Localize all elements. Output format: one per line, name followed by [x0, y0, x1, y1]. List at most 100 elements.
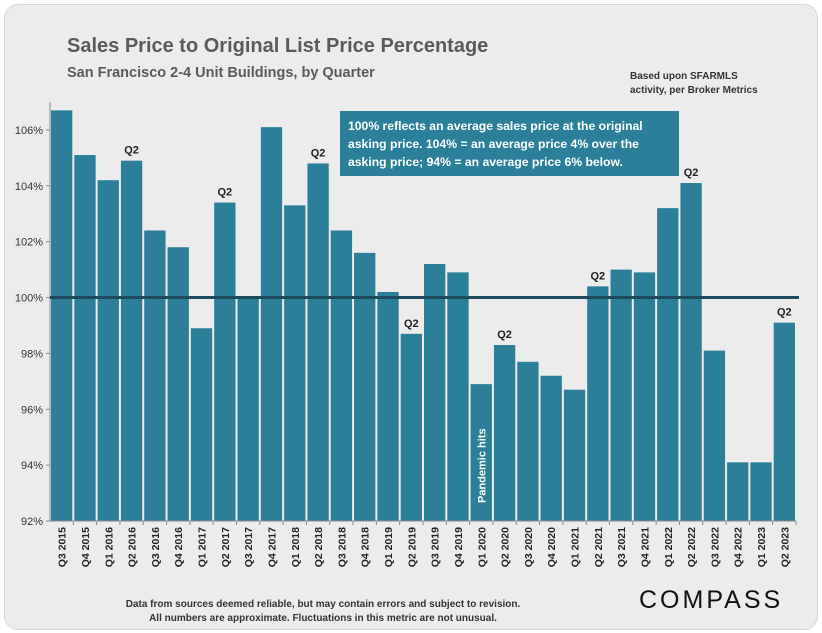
bar-q4-2022 [727, 462, 749, 521]
bar-q1-2020 [470, 384, 492, 521]
x-tick-label: Q3 2022 [709, 527, 721, 567]
bars [51, 110, 795, 522]
bar-q2-2022 [680, 183, 702, 522]
bar-q3-2019 [424, 264, 446, 521]
bar-q4-2015 [74, 155, 96, 521]
x-tick-label: Q3 2018 [336, 527, 348, 567]
bar-q2-2018 [307, 163, 329, 521]
x-tick-label: Q2 2017 [220, 527, 232, 567]
chart-subtitle: San Francisco 2-4 Unit Buildings, by Qua… [67, 65, 375, 81]
x-tick-label: Q4 2016 [173, 527, 185, 567]
x-tick-label: Q3 2017 [243, 527, 255, 567]
bar-q3-2016 [144, 230, 166, 521]
q2-label: Q2 [311, 147, 326, 159]
bar-q4-2020 [540, 375, 562, 521]
x-tick-label: Q1 2018 [290, 527, 302, 567]
x-tick-label: Q2 2019 [406, 527, 418, 567]
x-tick-label: Q1 2017 [197, 527, 209, 567]
bar-q3-2022 [703, 350, 726, 521]
plot-area: 92% 94% 96% 98% 100% 102% 104% 106% Q3 2015 Q4 2… [15, 102, 799, 567]
bar-q1-2016 [97, 180, 119, 522]
bar-q4-2016 [167, 247, 189, 521]
callout-box: 100% reflects an average sales price at … [340, 111, 679, 176]
x-tick-label: Q2 2020 [500, 527, 512, 567]
x-axis-ticks: Q3 2015 Q4 2015 Q1 2016 Q2 2016 Q3 2016 Q4 20… [57, 521, 797, 567]
bar-q2-2023 [773, 322, 795, 521]
y-tick-label: 106% [15, 125, 43, 137]
q2-label: Q2 [497, 329, 512, 341]
bar-q4-2019 [447, 272, 469, 521]
bar-q1-2017 [190, 328, 213, 521]
q2-label: Q2 [404, 318, 419, 330]
source-note-line-1: Based upon SFARMLS [630, 71, 738, 82]
bar-q3-2017 [237, 297, 259, 521]
callout-line-3: asking price; 94% = an average price 6% … [348, 155, 623, 169]
bar-q3-2018 [330, 230, 353, 521]
q2-label: Q2 [684, 167, 699, 179]
bar-q1-2018 [284, 205, 306, 521]
x-tick-label: Q4 2020 [546, 527, 558, 567]
x-tick-label: Q4 2017 [266, 527, 278, 567]
x-tick-label: Q2 2016 [127, 527, 139, 567]
bar-q2-2020 [493, 345, 516, 521]
x-tick-label: Q4 2021 [639, 527, 651, 567]
x-tick-label: Q2 2022 [686, 527, 698, 567]
x-tick-label: Q1 2022 [663, 527, 675, 567]
x-tick-label: Q4 2018 [360, 527, 372, 567]
bar-q4-2018 [354, 252, 376, 521]
y-tick-label: 100% [15, 293, 43, 305]
bar-q4-2017 [260, 127, 283, 521]
chart-title: Sales Price to Original List Price Perce… [67, 35, 488, 57]
y-tick-label: 92% [21, 516, 43, 528]
y-axis-ticks: 92% 94% 96% 98% 100% 102% 104% 106% [15, 125, 50, 528]
footer-disclaimer-line-1: Data from sources deemed reliable, but m… [126, 599, 521, 610]
x-tick-label: Q2 2023 [779, 527, 791, 567]
x-tick-label: Q4 2022 [733, 527, 745, 567]
compass-logo: COMPASS [639, 586, 783, 614]
callout-line-2: asking price. 104% = an average price 4%… [348, 137, 639, 151]
callout-background [340, 111, 679, 176]
x-tick-label: Q3 2015 [57, 527, 69, 567]
x-tick-label: Q1 2021 [570, 527, 582, 567]
x-tick-label: Q3 2021 [616, 527, 628, 567]
bar-q1-2021 [563, 389, 586, 521]
chart-frame: Sales Price to Original List Price Perce… [4, 4, 818, 630]
chart: Sales Price to Original List Price Perce… [15, 35, 799, 624]
y-tick-label: 104% [15, 181, 43, 193]
bar-q3-2021 [610, 269, 632, 521]
q2-label: Q2 [777, 307, 792, 319]
x-tick-label: Q1 2020 [476, 527, 488, 567]
bar-q1-2019 [377, 291, 399, 521]
x-tick-label: Q3 2016 [150, 527, 162, 567]
bar-q3-2020 [517, 361, 539, 521]
x-tick-label: Q1 2023 [756, 527, 768, 567]
q2-labels: Q2 Q2 Q2 Q2 Q2 Q2 Q2 Q2 [124, 145, 791, 341]
x-tick-label: Q1 2016 [103, 527, 115, 567]
x-tick-label: Q1 2019 [383, 527, 395, 567]
x-tick-label: Q3 2020 [523, 527, 535, 567]
x-tick-label: Q4 2015 [80, 527, 92, 567]
y-tick-label: 98% [21, 348, 43, 360]
bar-q4-2021 [633, 272, 656, 521]
pandemic-annotation: Pandemic hits [476, 428, 488, 503]
callout-line-1: 100% reflects an average sales price at … [348, 119, 643, 133]
y-tick-label: 96% [21, 404, 43, 416]
footer-disclaimer-line-2: All numbers are approximate. Fluctuation… [149, 613, 497, 624]
x-tick-label: Q2 2018 [313, 527, 325, 567]
x-tick-label: Q2 2021 [593, 527, 605, 567]
x-tick-label: Q3 2019 [430, 527, 442, 567]
bar-q2-2021 [587, 286, 609, 521]
bar-q2-2017 [214, 202, 236, 521]
source-note-line-2: activity, per Broker Metrics [630, 85, 758, 96]
bar-q1-2023 [750, 462, 772, 521]
q2-label: Q2 [591, 270, 606, 282]
y-tick-label: 94% [21, 460, 43, 472]
y-tick-label: 102% [15, 237, 43, 249]
q2-label: Q2 [124, 145, 139, 157]
bar-q3-2015 [51, 110, 73, 521]
x-tick-label: Q4 2019 [453, 527, 465, 567]
bar-q2-2019 [400, 333, 422, 521]
q2-label: Q2 [218, 187, 233, 199]
bar-q2-2016 [120, 160, 143, 521]
bar-q1-2022 [657, 208, 679, 521]
